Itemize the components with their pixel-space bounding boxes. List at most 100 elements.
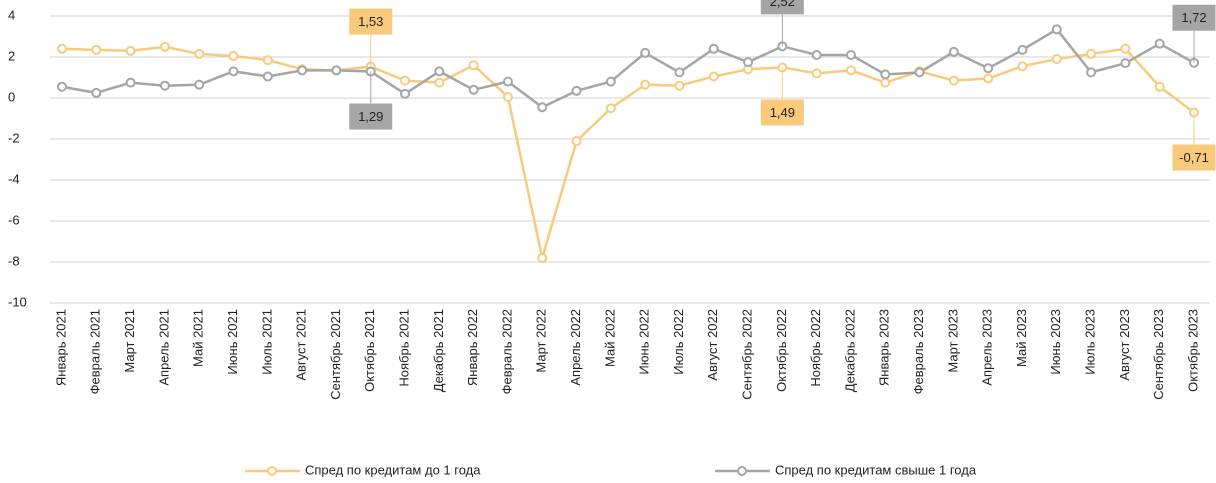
marker bbox=[1051, 54, 1062, 65]
data-label: 1,29 bbox=[358, 109, 383, 124]
marker bbox=[1051, 24, 1062, 35]
x-tick-label: Октябрь 2021 bbox=[362, 309, 377, 392]
x-tick-label: Февраль 2021 bbox=[88, 309, 103, 394]
x-tick-label: Ноябрь 2021 bbox=[396, 309, 411, 387]
marker bbox=[434, 66, 445, 77]
marker bbox=[1120, 58, 1131, 69]
y-tick-label: -10 bbox=[8, 294, 27, 309]
y-tick-label: -8 bbox=[8, 253, 20, 268]
marker bbox=[571, 136, 582, 147]
x-tick-label: Апрель 2022 bbox=[568, 309, 583, 386]
marker bbox=[880, 77, 891, 88]
marker bbox=[537, 102, 548, 113]
x-tick-label: Май 2022 bbox=[602, 309, 617, 367]
x-tick-label: Январь 2022 bbox=[465, 309, 480, 386]
marker bbox=[228, 50, 239, 61]
x-tick-label: Март 2021 bbox=[122, 309, 137, 373]
marker bbox=[605, 103, 616, 114]
x-tick-label: Декабрь 2022 bbox=[842, 309, 857, 392]
marker bbox=[331, 65, 342, 76]
marker bbox=[743, 57, 754, 68]
x-tick-label: Сентябрь 2022 bbox=[739, 309, 754, 400]
label-box bbox=[1172, 4, 1216, 31]
marker bbox=[1086, 67, 1097, 78]
data-label: 1,53 bbox=[358, 14, 383, 29]
x-tick-label: Июль 2022 bbox=[671, 309, 686, 375]
x-tick-label: Октябрь 2023 bbox=[1185, 309, 1200, 392]
marker bbox=[640, 79, 651, 90]
marker bbox=[845, 65, 856, 76]
legend-marker bbox=[267, 466, 277, 476]
marker bbox=[297, 65, 308, 76]
x-tick-label: Май 2023 bbox=[1014, 309, 1029, 367]
marker bbox=[502, 91, 513, 102]
x-tick-label: Сентябрь 2023 bbox=[1151, 309, 1166, 400]
x-tick-label: Август 2022 bbox=[705, 309, 720, 381]
x-tick-label: Июнь 2023 bbox=[1048, 309, 1063, 375]
marker bbox=[983, 73, 994, 84]
label-box bbox=[349, 8, 393, 35]
y-tick-label: 2 bbox=[8, 48, 15, 63]
y-tick-label: -6 bbox=[8, 212, 20, 227]
marker bbox=[125, 45, 136, 56]
marker bbox=[194, 48, 205, 59]
series-line bbox=[61, 45, 1195, 260]
label-box bbox=[760, 0, 804, 15]
marker bbox=[400, 88, 411, 99]
marker bbox=[571, 85, 582, 96]
legend-label: Спред по кредитам свыше 1 года bbox=[775, 462, 977, 477]
series-line bbox=[61, 28, 1195, 109]
marker bbox=[228, 66, 239, 77]
marker bbox=[468, 84, 479, 95]
x-tick-label: Июнь 2021 bbox=[225, 309, 240, 375]
marker bbox=[262, 71, 273, 82]
marker bbox=[434, 77, 445, 88]
data-label: -0,71 bbox=[1179, 150, 1209, 165]
x-tick-label: Январь 2023 bbox=[877, 309, 892, 386]
data-label: 1,72 bbox=[1181, 10, 1206, 25]
marker bbox=[948, 46, 959, 57]
marker bbox=[57, 43, 67, 54]
marker bbox=[502, 76, 513, 87]
x-tick-label: Декабрь 2021 bbox=[431, 309, 446, 392]
marker bbox=[262, 55, 273, 66]
label-box bbox=[349, 103, 393, 130]
x-tick-label: Ноябрь 2022 bbox=[808, 309, 823, 387]
marker bbox=[708, 43, 719, 54]
marker bbox=[400, 75, 411, 86]
legend-label: Спред по кредитам до 1 года bbox=[305, 462, 481, 477]
x-tick-label: Август 2023 bbox=[1117, 309, 1132, 381]
marker bbox=[91, 87, 102, 98]
x-tick-label: Март 2022 bbox=[534, 309, 549, 373]
marker bbox=[640, 47, 651, 58]
x-tick-label: Январь 2021 bbox=[53, 309, 68, 386]
x-tick-label: Июль 2023 bbox=[1083, 309, 1098, 375]
marker bbox=[1154, 81, 1165, 92]
marker bbox=[914, 67, 925, 78]
marker bbox=[159, 41, 170, 52]
x-tick-label: Август 2021 bbox=[294, 309, 309, 381]
marker bbox=[811, 49, 822, 60]
data-label: 2,52 bbox=[770, 0, 795, 9]
marker bbox=[1017, 61, 1028, 72]
marker bbox=[880, 69, 891, 80]
label-box bbox=[760, 99, 804, 126]
data-label: 1,49 bbox=[770, 105, 795, 120]
x-tick-label: Октябрь 2022 bbox=[774, 309, 789, 392]
x-tick-label: Март 2023 bbox=[945, 309, 960, 373]
marker bbox=[605, 76, 616, 87]
marker bbox=[1154, 38, 1165, 49]
marker bbox=[468, 60, 479, 71]
marker bbox=[1017, 44, 1028, 55]
x-tick-label: Июль 2021 bbox=[259, 309, 274, 375]
y-tick-label: 0 bbox=[8, 89, 15, 104]
marker bbox=[845, 49, 856, 60]
marker bbox=[948, 75, 959, 86]
marker bbox=[91, 44, 102, 55]
y-tick-label: -2 bbox=[8, 130, 20, 145]
marker bbox=[674, 67, 685, 78]
x-tick-label: Сентябрь 2021 bbox=[328, 309, 343, 400]
x-tick-label: Апрель 2021 bbox=[156, 309, 171, 386]
marker bbox=[1086, 48, 1097, 59]
